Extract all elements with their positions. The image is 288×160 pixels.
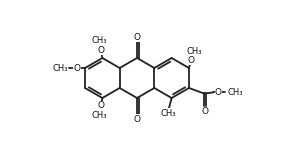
Text: O: O: [134, 115, 141, 124]
Text: CH₃: CH₃: [160, 109, 176, 118]
Text: O: O: [73, 64, 81, 72]
Text: CH₃: CH₃: [186, 47, 202, 56]
Text: O: O: [215, 88, 222, 97]
Text: O: O: [134, 32, 141, 41]
Text: CH₃: CH₃: [228, 88, 243, 97]
Text: O: O: [97, 46, 105, 55]
Text: O: O: [187, 56, 194, 65]
Text: O: O: [202, 107, 209, 116]
Text: CH₃: CH₃: [52, 64, 68, 72]
Text: CH₃: CH₃: [92, 111, 107, 120]
Text: CH₃: CH₃: [92, 36, 107, 45]
Text: O: O: [97, 101, 105, 110]
